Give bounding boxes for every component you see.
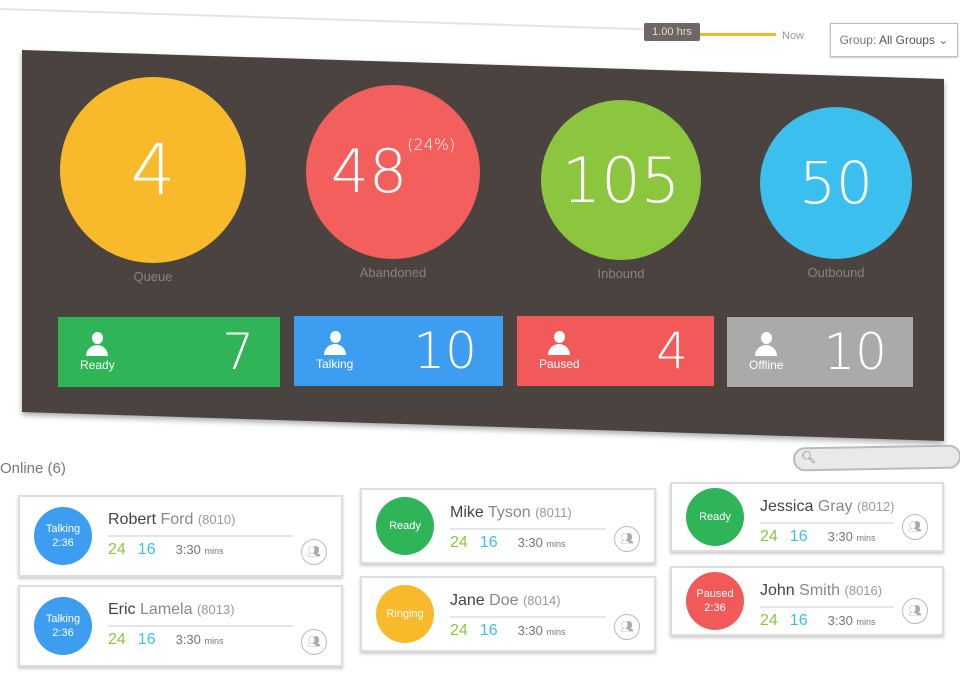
agent-group-icon[interactable]: 👥︎ [614,526,640,552]
status-tile-ready[interactable]: Ready 7 [58,317,280,387]
group-select[interactable]: Group: All Groups ⌄ [830,23,958,57]
agent-group-icon[interactable]: 👥︎ [902,514,928,540]
metric-inbound-circle[interactable]: 105 [541,100,701,260]
timeline-range-handle[interactable]: 1.00 hrs [644,23,700,41]
chevron-down-icon: ⌄ [938,33,949,47]
status-count: 7 [222,323,254,381]
metric-label: Outbound [807,265,865,280]
agent-name: Robert Ford (8010) [108,511,236,528]
status-label: Talking [316,357,354,371]
agent-status-badge: Talking 2:36 [34,597,92,655]
status-tile-offline[interactable]: Offline 10 [727,317,913,387]
status-label: Paused [539,357,580,371]
person-icon [546,331,572,357]
metric-queue-circle[interactable]: 4 [60,77,246,263]
metric-percent: (24%) [407,135,456,154]
agent-stats: 24 16 3:30 mins [760,612,876,629]
divider [760,522,894,524]
person-icon [322,331,348,357]
metric-value: 105 [561,143,681,217]
person-icon [84,332,110,358]
divider [450,528,606,530]
agent-card[interactable]: Paused 2:36 John Smith (8016) 24 16 3:30 mi… [670,566,944,636]
timeline-now-label: Now [782,30,805,42]
agent-stats: 24 16 3:30 mins [450,622,566,639]
agent-card[interactable]: Ready Mike Tyson (8011) 24 16 3:30 mins 👥︎ [360,488,656,564]
metric-value: 4 [130,129,176,211]
metric-label: Queue [133,269,173,284]
agent-name: Mike Tyson (8011) [450,504,572,521]
agent-stats: 24 16 3:30 mins [760,528,876,545]
search-icon: 🔍︎ [800,450,817,465]
timeline-track[interactable] [0,8,650,31]
agent-group-icon[interactable]: 👥︎ [301,629,327,655]
agent-card[interactable]: Talking 2:36 Eric Lamela (8013) 24 16 3:30 … [18,585,343,667]
divider [108,625,293,627]
group-value: All Groups [878,33,935,47]
agent-name: Jessica Gray (8012) [760,498,895,515]
status-label: Ready [80,358,115,372]
metric-label: Inbound [597,266,645,281]
status-tile-paused[interactable]: Paused 4 [517,316,714,386]
metric-outbound-circle[interactable]: 50 [760,107,912,259]
agent-status-badge: Ready [376,497,434,555]
agent-status-badge: Ready [686,488,744,546]
timeline-range-fill [700,33,776,36]
agent-group-icon[interactable]: 👥︎ [614,614,640,640]
agent-name: Jane Doe (8014) [450,592,561,609]
status-count: 4 [656,322,688,380]
agent-group-icon[interactable]: 👥︎ [902,598,928,624]
agent-status-badge: Ringing [376,585,434,643]
online-title: Online (6) [0,460,66,477]
agent-stats: 24 16 3:30 mins [108,541,224,558]
divider [760,606,894,608]
agent-group-icon[interactable]: 👥︎ [301,539,327,565]
status-label: Offline [749,358,784,372]
status-count: 10 [413,322,477,380]
agent-card[interactable]: Ready Jessica Gray (8012) 24 16 3:30 mins … [670,482,944,552]
agent-card[interactable]: Ringing Jane Doe (8014) 24 16 3:30 mins 👥︎ [360,576,656,652]
agent-card[interactable]: Talking 2:36 Robert Ford (8010) 24 16 3:30 … [18,495,343,577]
divider [450,616,606,618]
metric-label: Abandoned [359,265,427,280]
search-input[interactable]: 🔍︎ [792,444,960,472]
person-icon [753,332,779,358]
agent-status-badge: Paused 2:36 [686,572,744,630]
metric-value: 48 [330,137,408,207]
agent-stats: 24 16 3:30 mins [108,631,224,648]
divider [108,535,293,537]
agent-stats: 24 16 3:30 mins [450,534,566,551]
group-label: Group: [839,33,877,47]
metric-abandoned-circle[interactable]: 48 (24%) [306,85,480,259]
agent-status-badge: Talking 2:36 [34,507,92,565]
agent-name: Eric Lamela (8013) [108,601,235,618]
metric-value: 50 [799,149,873,217]
agent-name: John Smith (8016) [760,582,883,599]
status-count: 10 [823,323,887,381]
status-tile-talking[interactable]: Talking 10 [294,316,503,386]
